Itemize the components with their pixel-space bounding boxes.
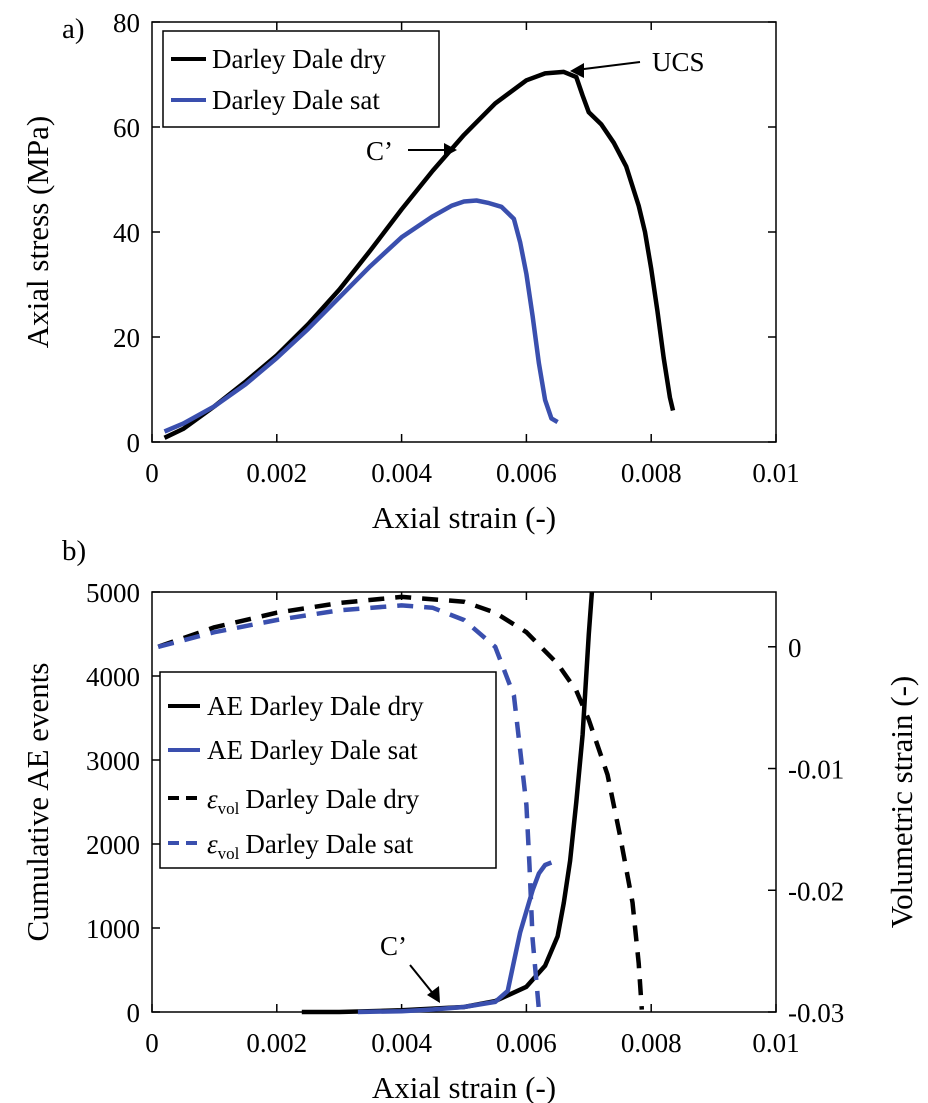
x-tick-label: 0.01 — [752, 458, 799, 488]
panel-a-x-ticks: 0 0.002 0.004 0.006 0.008 0.01 — [145, 22, 800, 488]
panel-a-annotation-ucs-text: UCS — [652, 47, 705, 77]
panel-b-annotation-c-prime-text: C’ — [380, 931, 407, 961]
x-tick-label: 0.006 — [496, 1028, 557, 1058]
y-tick-label: 80 — [113, 8, 140, 38]
y-tick-label: 3000 — [86, 746, 140, 776]
panel-a-legend: Darley Dale dry Darley Dale sat — [162, 30, 440, 128]
x-tick-label: 0.002 — [246, 458, 307, 488]
panel-b-y-ticks: 0 1000 2000 3000 4000 5000 — [86, 578, 160, 1028]
panel-a-annotation-c-prime-text: C’ — [366, 136, 393, 166]
panel-b-legend-vol-dry-symbol: ε — [207, 784, 218, 814]
x-tick-label: 0 — [145, 1028, 159, 1058]
y2-tick-label: 0 — [788, 633, 802, 663]
panel-b-annotation-c-prime: C’ — [380, 931, 440, 1003]
y-tick-label: 2000 — [86, 830, 140, 860]
panel-b-legend-vol-sat-symbol: ε — [207, 829, 218, 859]
x-tick-label: 0.008 — [621, 458, 682, 488]
x-tick-label: 0.002 — [246, 1028, 307, 1058]
panel-a-legend-box — [162, 30, 440, 128]
panel-b-legend-vol-sat-name: Darley Dale sat — [245, 829, 413, 859]
x-tick-label: 0 — [145, 458, 159, 488]
series-line-darley-dale-sat — [163, 198, 559, 434]
series-line-ae-darley-dale-sat — [357, 860, 553, 1015]
panel-b-x-ticks: 0 0.002 0.004 0.006 0.008 0.01 — [145, 592, 800, 1058]
panel-b-y2-ticks: 0 -0.01 -0.02 -0.03 — [768, 633, 844, 1028]
panel-b-legend-vol-sat: εvol Darley Dale sat — [207, 829, 414, 863]
panel-a-y-ticks: 0 20 40 60 80 — [113, 8, 776, 458]
y-tick-label: 20 — [113, 323, 140, 353]
series-line-darley-dale-dry — [163, 69, 676, 440]
panel-a-x-axis-label: Axial strain (-) — [372, 500, 556, 535]
panel-b-label: b) — [62, 535, 86, 567]
panel-b-legend-ae-sat: AE Darley Dale sat — [207, 735, 418, 765]
panel-a-annotation-ucs: UCS — [570, 47, 705, 78]
y-tick-label: 5000 — [86, 578, 140, 608]
panel-b-legend-box — [159, 671, 497, 869]
y2-tick-label: -0.03 — [788, 998, 844, 1028]
panel-b-legend-vol-dry-name: Darley Dale dry — [245, 784, 419, 814]
x-tick-label: 0.008 — [621, 1028, 682, 1058]
panel-a-stress-strain: a) 0 0.002 0.004 0.006 0.008 0.01 0 20 40 60 80 A… — [20, 8, 800, 535]
panel-b-y-axis-label: Cumulative AE events — [20, 663, 55, 942]
y-tick-label: 0 — [127, 998, 141, 1028]
panel-a-legend-sat: Darley Dale sat — [212, 85, 380, 115]
panel-b-ae-volumetric: b) 0 0.002 0.004 0.006 0.008 0.01 0 1000 2000 30… — [20, 535, 919, 1103]
panel-b-legend: AE Darley Dale dry AE Darley Dale sat εv… — [159, 671, 497, 869]
panel-a-annotation-c-prime: C’ — [366, 136, 457, 166]
y-tick-label: 1000 — [86, 914, 140, 944]
y2-tick-label: -0.02 — [788, 876, 844, 906]
panel-a-y-axis-label: Axial stress (MPa) — [20, 116, 55, 348]
panel-b-legend-vol-dry-sub: vol — [218, 799, 240, 818]
panel-b-y2-axis-label: Volumetric strain (-) — [884, 676, 919, 929]
x-tick-label: 0.01 — [752, 1028, 799, 1058]
y-tick-label: 4000 — [86, 662, 140, 692]
y2-tick-label: -0.01 — [788, 755, 844, 785]
series-line-vol-darley-dale-sat — [157, 603, 542, 1010]
panel-a-label: a) — [62, 13, 85, 45]
y-tick-label: 0 — [127, 428, 141, 458]
panel-b-legend-vol-dry: εvol Darley Dale dry — [207, 784, 420, 818]
x-tick-label: 0.006 — [496, 458, 557, 488]
panel-a-legend-dry: Darley Dale dry — [212, 44, 386, 74]
x-tick-label: 0.004 — [371, 458, 432, 488]
x-tick-label: 0.004 — [371, 1028, 432, 1058]
y-tick-label: 60 — [113, 113, 140, 143]
panel-b-plot-area — [151, 591, 777, 1013]
y-tick-label: 40 — [113, 218, 140, 248]
panel-b-series — [157, 591, 645, 1015]
panel-b-legend-ae-dry: AE Darley Dale dry — [207, 691, 424, 721]
panel-b-x-axis-label: Axial strain (-) — [372, 1070, 556, 1103]
panel-b-legend-vol-sat-sub: vol — [218, 844, 240, 863]
panel-a-series — [163, 69, 676, 440]
